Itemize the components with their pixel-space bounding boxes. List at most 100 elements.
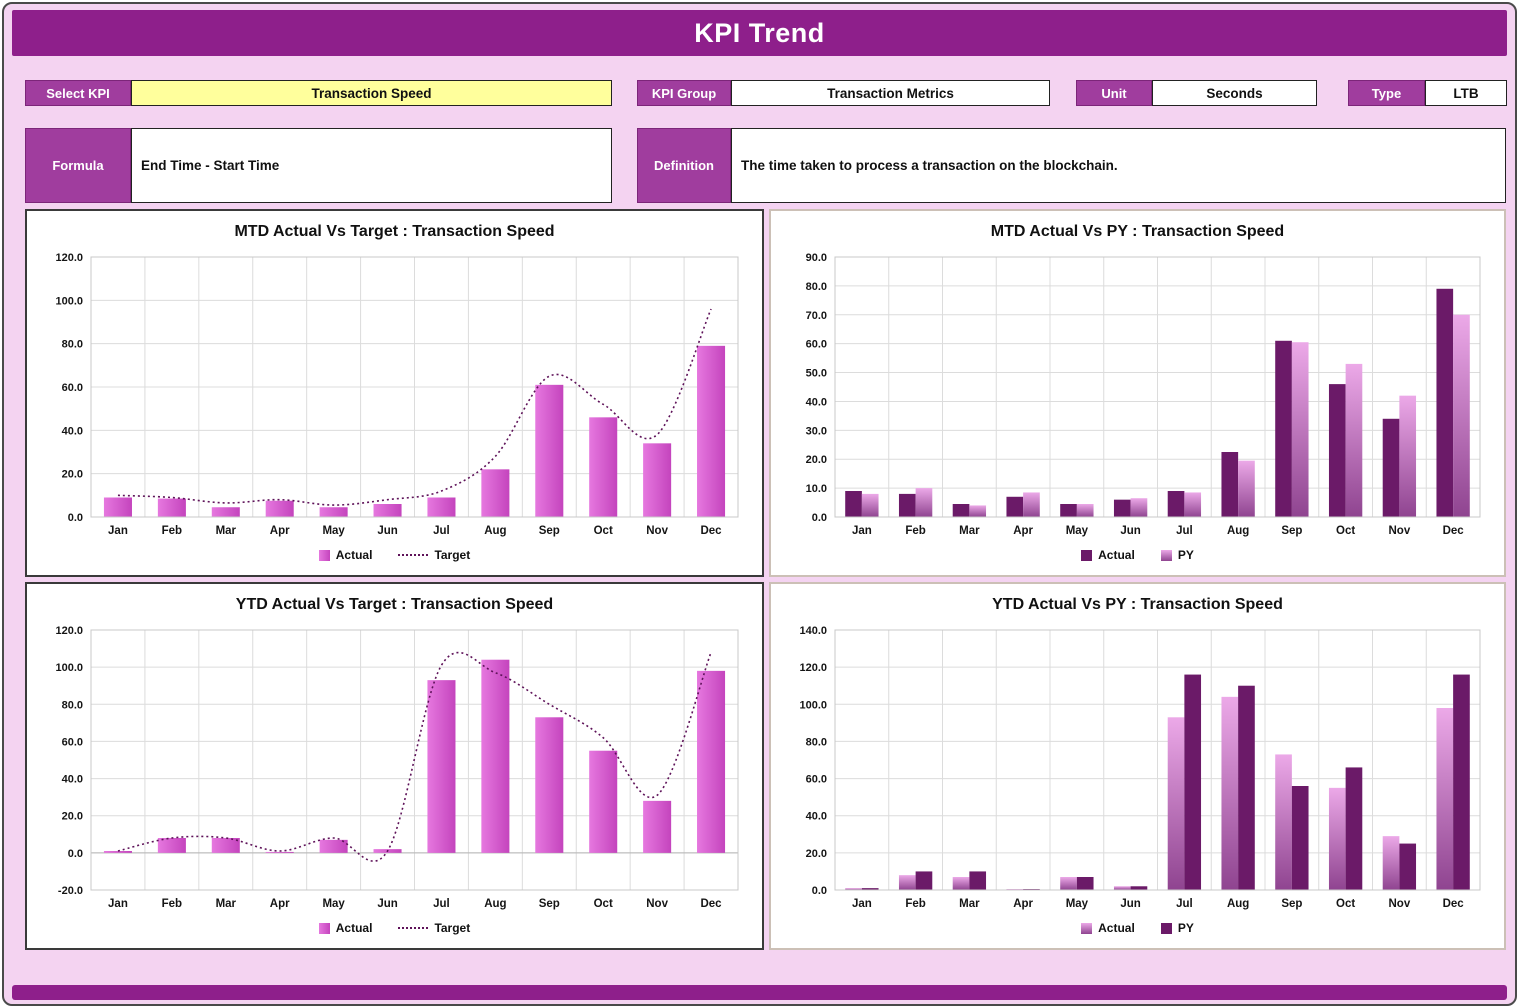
svg-text:Oct: Oct: [594, 525, 613, 537]
svg-text:Aug: Aug: [484, 525, 506, 537]
svg-text:Apr: Apr: [270, 525, 290, 537]
svg-text:Apr: Apr: [1013, 898, 1033, 910]
legend-label: Actual: [335, 548, 373, 562]
svg-text:Dec: Dec: [1443, 525, 1465, 537]
svg-text:Feb: Feb: [162, 525, 182, 537]
svg-text:Nov: Nov: [646, 898, 668, 910]
formula-label: Formula: [25, 128, 131, 203]
svg-text:Dec: Dec: [700, 898, 722, 910]
legend-label: PY: [1177, 921, 1194, 935]
svg-text:10.0: 10.0: [806, 483, 827, 495]
chart-plot-area: 0.0 10.0 20.0 30.0 40.0 50.0 60.0 70.0 80.0 90.0 J…: [779, 249, 1496, 541]
py-swatch-icon: [1160, 549, 1172, 561]
svg-text:Mar: Mar: [216, 525, 237, 537]
page-title: KPI Trend: [694, 17, 825, 48]
chart-plot-area: -20.0 0.0 20.0 40.0 60.0 80.0 100.0 120.0 Jan Feb…: [35, 622, 754, 914]
svg-text:20.0: 20.0: [62, 811, 83, 823]
svg-text:40.0: 40.0: [806, 811, 827, 823]
target-line-icon: [398, 554, 429, 556]
svg-text:70.0: 70.0: [806, 310, 827, 322]
svg-text:Oct: Oct: [594, 898, 613, 910]
legend-label: Actual: [1098, 921, 1135, 935]
svg-text:80.0: 80.0: [62, 339, 83, 351]
svg-text:Sep: Sep: [1281, 525, 1302, 537]
target-line-icon: [398, 927, 429, 929]
svg-text:Feb: Feb: [905, 525, 925, 537]
unit-value: Seconds: [1152, 80, 1317, 106]
svg-text:Sep: Sep: [1281, 898, 1302, 910]
chart-title: YTD Actual Vs PY : Transaction Speed: [992, 596, 1283, 613]
definition-label: Definition: [637, 128, 731, 203]
svg-text:Jun: Jun: [377, 898, 397, 910]
legend-item-py: PY: [1160, 921, 1194, 935]
legend-label: Actual: [1098, 548, 1135, 562]
svg-text:Feb: Feb: [905, 898, 925, 910]
unit-label: Unit: [1076, 80, 1152, 106]
svg-text:60.0: 60.0: [806, 774, 827, 786]
svg-text:May: May: [1066, 525, 1089, 537]
svg-text:100.0: 100.0: [55, 662, 83, 674]
svg-text:Dec: Dec: [1443, 898, 1465, 910]
svg-text:120.0: 120.0: [799, 662, 827, 674]
svg-text:Oct: Oct: [1336, 898, 1355, 910]
svg-text:Jun: Jun: [377, 525, 397, 537]
actual-swatch-icon: [1081, 922, 1093, 934]
kpi-group-label: KPI Group: [637, 80, 731, 106]
svg-text:Oct: Oct: [1336, 525, 1355, 537]
svg-text:May: May: [322, 525, 345, 537]
svg-text:Mar: Mar: [959, 525, 980, 537]
svg-text:Dec: Dec: [700, 525, 722, 537]
svg-text:Sep: Sep: [539, 898, 560, 910]
actual-swatch-icon: [318, 549, 330, 561]
legend-item-actual: Actual: [1081, 921, 1135, 935]
chart-plot-area: 0.0 20.0 40.0 60.0 80.0 100.0 120.0 140.0 Jan Feb…: [779, 622, 1496, 914]
legend-label: Actual: [335, 921, 373, 935]
svg-text:20.0: 20.0: [806, 454, 827, 466]
formula-value: End Time - Start Time: [131, 128, 612, 203]
legend-label: Target: [434, 921, 471, 935]
legend-item-py: PY: [1160, 548, 1194, 562]
svg-text:Nov: Nov: [646, 525, 668, 537]
chart-title: MTD Actual Vs PY : Transaction Speed: [990, 223, 1285, 240]
chart-mtd-actual-vs-target: MTD Actual Vs Target : Transaction Speed…: [25, 209, 764, 577]
svg-text:Nov: Nov: [1389, 525, 1411, 537]
select-kpi-dropdown[interactable]: Transaction Speed: [131, 80, 612, 106]
svg-text:40.0: 40.0: [62, 774, 83, 786]
svg-text:50.0: 50.0: [806, 368, 827, 380]
svg-text:-20.0: -20.0: [58, 885, 83, 897]
svg-text:0.0: 0.0: [68, 848, 83, 860]
svg-text:Mar: Mar: [959, 898, 980, 910]
svg-text:Feb: Feb: [162, 898, 182, 910]
page-title-bar: KPI Trend: [12, 10, 1507, 56]
svg-text:140.0: 140.0: [799, 625, 827, 637]
legend-item-actual: Actual: [318, 921, 373, 935]
svg-text:Apr: Apr: [270, 898, 290, 910]
svg-text:Sep: Sep: [539, 525, 560, 537]
chart-legend: Actual PY: [779, 541, 1496, 569]
svg-text:Jul: Jul: [1176, 898, 1193, 910]
kpi-group-value: Transaction Metrics: [731, 80, 1050, 106]
select-kpi-label: Select KPI: [25, 80, 131, 106]
svg-text:60.0: 60.0: [62, 736, 83, 748]
svg-text:120.0: 120.0: [55, 252, 83, 264]
type-value: LTB: [1425, 80, 1507, 106]
svg-text:Jun: Jun: [1120, 525, 1140, 537]
chart-ytd-actual-vs-py: YTD Actual Vs PY : Transaction Speed 0.0…: [769, 582, 1506, 950]
type-label: Type: [1348, 80, 1425, 106]
legend-item-actual: Actual: [318, 548, 373, 562]
svg-text:Jun: Jun: [1120, 898, 1140, 910]
svg-text:Jul: Jul: [433, 525, 450, 537]
definition-value: The time taken to process a transaction …: [731, 128, 1506, 203]
svg-text:20.0: 20.0: [806, 848, 827, 860]
chart-title: MTD Actual Vs Target : Transaction Speed: [234, 223, 555, 240]
svg-text:0.0: 0.0: [812, 512, 827, 524]
svg-text:May: May: [1066, 898, 1089, 910]
svg-text:80.0: 80.0: [62, 699, 83, 711]
horizontal-scrollbar[interactable]: [12, 985, 1507, 1000]
chart-legend: Actual Target: [35, 914, 754, 942]
legend-label: Target: [434, 548, 471, 562]
svg-text:90.0: 90.0: [806, 252, 827, 264]
actual-swatch-icon: [318, 922, 330, 934]
legend-item-target: Target: [398, 921, 470, 935]
chart-title: YTD Actual Vs Target : Transaction Speed: [235, 596, 554, 613]
